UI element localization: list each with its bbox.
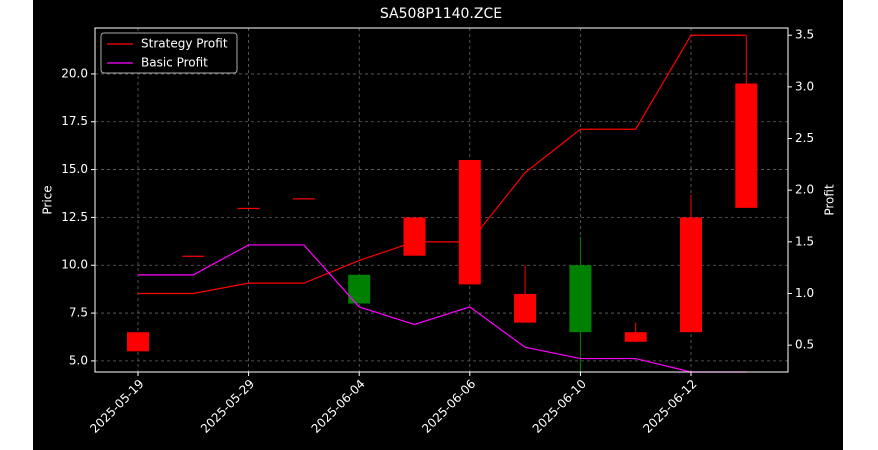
candle-body (182, 255, 205, 257)
candle-body (624, 332, 647, 342)
y2-tick-label: 2.0 (795, 183, 814, 197)
candle-body (127, 332, 149, 352)
legend-label: Basic Profit (141, 56, 208, 70)
figure-background (33, 0, 843, 450)
y-tick-label: 12.5 (61, 210, 88, 224)
y-tick-label: 7.5 (69, 306, 88, 320)
y-tick-label: 10.0 (61, 258, 88, 272)
y-tick-label: 20.0 (61, 66, 88, 80)
profit-line (138, 34, 747, 295)
y2-tick-label: 0.5 (795, 338, 814, 352)
y-tick-label: 5.0 (69, 353, 88, 367)
y-tick-label: 15.0 (61, 162, 88, 176)
y2-tick-label: 1.0 (795, 286, 814, 300)
candle-body (735, 83, 758, 208)
chart-title: SA508P1140.ZCE (380, 6, 502, 22)
candle-body (458, 160, 481, 285)
candle-body (569, 265, 592, 333)
candle-body (680, 217, 702, 333)
legend-box (100, 32, 238, 74)
candle-body (348, 274, 371, 304)
legend-label: Strategy Profit (141, 37, 228, 51)
candle-body (237, 207, 260, 210)
y2-tick-label: 2.5 (795, 131, 814, 145)
y2-tick-label: 3.0 (795, 79, 814, 93)
plot-frame (94, 27, 789, 373)
candle-body (514, 293, 537, 323)
profit-line (138, 244, 747, 373)
candle-body (403, 217, 426, 256)
y2-axis-label: Profit (823, 184, 837, 216)
y-axis-label: Price (41, 185, 55, 214)
y-tick-label: 17.5 (61, 114, 88, 128)
candle-body (292, 198, 315, 200)
y2-tick-label: 3.5 (795, 28, 814, 42)
y2-tick-label: 1.5 (795, 234, 814, 248)
